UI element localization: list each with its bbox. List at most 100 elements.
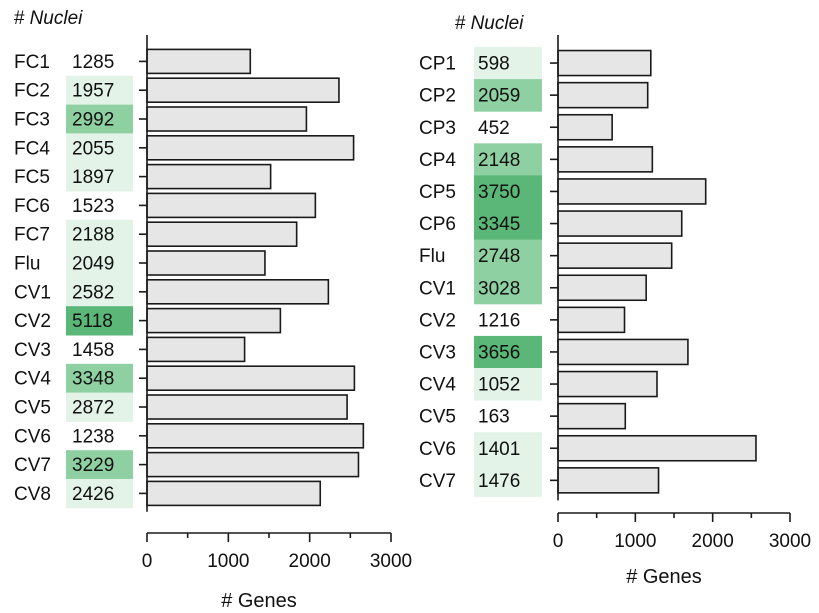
right-nuclei-label: 3028	[478, 278, 520, 299]
left-category-label: FC5	[14, 167, 50, 188]
left-nuclei-highlight-4	[66, 162, 133, 192]
left-nuclei-label: 3229	[72, 455, 114, 476]
left-nuclei-highlight-12	[66, 392, 133, 422]
right-category-label: CP1	[419, 54, 456, 75]
right-nuclei-label: 2748	[478, 246, 520, 267]
right-category-label: CV1	[419, 278, 456, 299]
left-category-label: CV1	[14, 282, 51, 303]
left-category-label: FC6	[14, 196, 50, 217]
right-nuclei-highlight-13	[474, 464, 542, 497]
left-nuclei-label: 3348	[72, 369, 114, 390]
left-category-label: Flu	[14, 254, 40, 275]
left-nuclei-highlight-9	[66, 306, 133, 336]
left-bar-flu	[146, 250, 266, 276]
left-nuclei-highlights	[66, 75, 133, 509]
left-bar-cv7	[146, 451, 360, 478]
right-category-label: CV6	[419, 439, 456, 460]
left-nuclei-label: 2426	[72, 484, 114, 505]
right-nuclei-label: 3345	[478, 214, 520, 235]
left-nuclei-highlight-14	[66, 450, 133, 480]
right-nuclei-highlight-3	[474, 143, 542, 176]
right-nuclei-highlight-10	[474, 368, 542, 401]
right-bar-cp5	[557, 178, 707, 205]
right-bar-cp1	[557, 49, 652, 77]
left-nuclei-label: 1957	[72, 81, 114, 102]
right-nuclei-labels: 598 2059 452 2148 3750 3345 2748 3028 1216 3656 10…	[478, 54, 520, 492]
left-bar-cv2	[146, 307, 282, 334]
right-nuclei-highlight-12	[474, 432, 542, 465]
left-nuclei-label: 2188	[72, 225, 114, 246]
right-bars	[557, 49, 757, 494]
left-nuclei-label: 1238	[72, 426, 114, 447]
left-bar-fc6	[146, 192, 317, 219]
left-category-label: FC4	[14, 138, 50, 159]
right-x-axis-title: # Genes	[626, 566, 702, 588]
right-bar-cp2	[557, 81, 649, 109]
right-category-label: Flu	[419, 246, 445, 267]
right-category-label: CP5	[419, 182, 456, 203]
right-nuclei-highlight-5	[474, 207, 542, 241]
left-nuclei-title: # Nuclei	[14, 8, 83, 29]
left-x-tick-label: 2000	[289, 551, 331, 572]
right-nuclei-highlight-0	[474, 47, 542, 80]
right-nuclei-label: 163	[478, 407, 510, 428]
left-nuclei-highlight-8	[66, 277, 133, 307]
right-bar-cv3	[557, 338, 689, 366]
left-bars	[146, 48, 365, 507]
left-nuclei-highlight-11	[66, 363, 133, 394]
right-nuclei-highlight-4	[474, 175, 542, 208]
right-nuclei-highlight-6	[474, 239, 542, 273]
left-category-label: CV7	[14, 455, 51, 476]
left-nuclei-label: 5118	[72, 311, 113, 332]
right-category-label: CP2	[419, 86, 456, 107]
right-bar-cv1	[557, 274, 647, 302]
left-nuclei-label: 2582	[72, 282, 114, 303]
right-nuclei-highlights	[474, 47, 542, 497]
right-nuclei-label: 1216	[478, 310, 520, 331]
right-nuclei-label: 1052	[478, 375, 520, 396]
chart-left: # Nuclei FC1 FC2 FC3 FC4 FC5 FC6 FC7 Flu CV1 CV2 CV…	[14, 8, 412, 612]
right-nuclei-label: 2059	[478, 86, 520, 107]
left-bar-fc1	[146, 48, 252, 75]
right-nuclei-label: 3656	[478, 342, 520, 363]
right-nuclei-label: 2148	[478, 150, 520, 171]
right-axes: 0 1000 2000 3000	[550, 35, 811, 552]
right-x-tick-label: 0	[553, 531, 564, 552]
left-bar-cv1	[146, 278, 330, 305]
left-nuclei-label: 2872	[72, 398, 114, 419]
right-nuclei-label: 3750	[478, 182, 520, 203]
left-bar-fc2	[146, 77, 340, 103]
right-nuclei-highlight-9	[474, 335, 542, 369]
left-nuclei-highlight-15	[66, 479, 133, 509]
right-category-label: CV2	[419, 310, 456, 331]
left-bar-fc7	[146, 221, 298, 247]
right-nuclei-label: 1401	[478, 439, 520, 460]
left-bar-cv5	[146, 394, 348, 420]
left-nuclei-label: 1523	[72, 196, 114, 217]
left-bar-cv8	[146, 480, 322, 507]
left-x-tick-label: 0	[142, 551, 153, 572]
left-category-label: FC2	[14, 81, 50, 102]
left-bar-cv3	[146, 336, 246, 363]
left-nuclei-highlight-7	[66, 248, 133, 278]
left-category-label: CV5	[14, 398, 51, 419]
right-nuclei-label: 452	[478, 118, 510, 139]
left-category-label: FC7	[14, 225, 50, 246]
right-bar-cv2	[557, 306, 626, 334]
left-bar-cv6	[146, 422, 365, 449]
left-nuclei-label: 2055	[72, 138, 114, 159]
right-bar-cv4	[557, 370, 658, 398]
left-nuclei-highlight-6	[66, 219, 133, 250]
left-x-axis-title: # Genes	[221, 590, 297, 612]
right-category-label: CP3	[419, 118, 456, 139]
right-x-tick-label: 2000	[692, 531, 734, 552]
right-category-label: CV5	[419, 407, 456, 428]
right-category-label: CP6	[419, 214, 456, 235]
right-nuclei-title-word: Nuclei	[471, 13, 525, 34]
left-bar-fc3	[146, 106, 308, 132]
left-x-tick-label: 1000	[207, 551, 249, 572]
right-nuclei-label: 1476	[478, 471, 520, 492]
right-bar-flu	[557, 242, 673, 269]
left-nuclei-label: 1897	[72, 167, 114, 188]
right-nuclei-highlight-7	[474, 271, 542, 305]
